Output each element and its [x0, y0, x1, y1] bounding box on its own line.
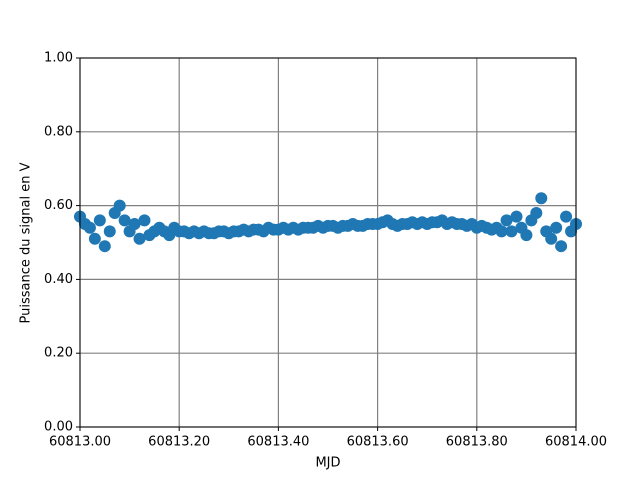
y-axis-label: Puissance du signal en V [19, 162, 34, 323]
point [500, 214, 513, 227]
point [535, 192, 548, 205]
x-tick-label: 60813.20 [148, 435, 210, 450]
point [510, 210, 523, 223]
y-tick-label: 0.20 [44, 346, 73, 361]
x-tick-label: 60813.80 [446, 435, 508, 450]
point [93, 214, 106, 227]
point [118, 214, 131, 227]
point [88, 232, 101, 245]
point [555, 240, 568, 253]
point [138, 214, 151, 227]
point [113, 199, 126, 212]
point [505, 225, 518, 238]
x-tick-label: 60813.40 [247, 435, 309, 450]
point [83, 221, 96, 234]
point [495, 225, 508, 238]
point [128, 218, 141, 231]
y-tick-label: 0.40 [44, 272, 73, 287]
x-tick-label: 60814.00 [545, 435, 607, 450]
point [103, 225, 116, 238]
x-tick-label: 60813.60 [347, 435, 409, 450]
point [550, 221, 563, 234]
x-tick-label: 60813.00 [49, 435, 111, 450]
point [560, 210, 573, 223]
plot-frame [79, 57, 577, 428]
y-tick-label: 1.00 [44, 51, 73, 66]
y-tick-label: 0.80 [44, 124, 73, 139]
point [520, 229, 533, 242]
y-tick-label: 0.00 [44, 420, 73, 435]
point [530, 206, 543, 219]
point [133, 232, 146, 245]
x-axis-label: MJD [315, 456, 340, 471]
point [98, 240, 111, 253]
point [545, 232, 558, 245]
y-tick-label: 0.60 [44, 198, 73, 213]
